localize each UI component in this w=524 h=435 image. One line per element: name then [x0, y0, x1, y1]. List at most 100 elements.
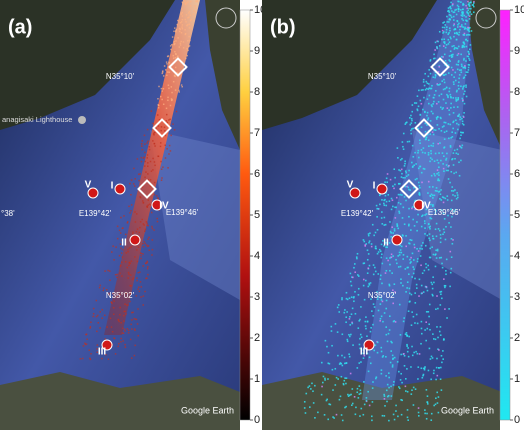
track-dot: [413, 259, 415, 261]
track-dot: [349, 297, 351, 299]
track-dot: [355, 313, 357, 315]
track-dot: [429, 186, 431, 188]
track-dot: [370, 327, 372, 329]
track-dot: [453, 152, 455, 154]
track-dot: [448, 39, 450, 41]
track-dot: [468, 64, 470, 66]
track-dot: [119, 307, 121, 309]
track-dot: [424, 85, 426, 87]
track-dot: [143, 202, 145, 204]
track-dot: [427, 290, 429, 292]
track-dot: [175, 30, 177, 32]
track-dot: [412, 145, 414, 147]
map-panel: anagisaki LighthouseN35°10'N35°02'E139°4…: [0, 0, 240, 430]
track-dot: [455, 80, 457, 82]
track-dot: [360, 334, 362, 336]
track-dot: [433, 143, 435, 145]
track-dot: [103, 290, 105, 292]
track-dot: [461, 47, 463, 49]
track-dot: [185, 21, 187, 23]
track-dot: [451, 171, 453, 173]
grid-label: E139°42': [79, 209, 112, 218]
track-dot: [456, 39, 458, 41]
track-dot: [366, 397, 368, 399]
track-dot: [119, 314, 121, 316]
track-dot: [190, 1, 192, 3]
track-dot: [403, 254, 405, 256]
track-dot: [392, 206, 394, 208]
track-dot: [454, 195, 456, 197]
colorbar-tick-label: 3: [514, 291, 520, 303]
track-dot: [119, 230, 121, 232]
track-dot: [463, 67, 465, 69]
track-dot: [381, 217, 383, 219]
track-dot: [358, 362, 360, 364]
track-dot: [122, 249, 124, 251]
track-dot: [389, 242, 391, 244]
track-dot: [182, 19, 184, 21]
track-dot: [404, 177, 406, 179]
track-dot: [172, 123, 174, 125]
track-dot: [353, 267, 355, 269]
track-dot: [341, 299, 343, 301]
track-dot: [160, 130, 162, 132]
track-dot: [386, 201, 388, 203]
track-dot: [367, 259, 369, 261]
track-dot: [353, 300, 355, 302]
track-dot: [391, 226, 393, 228]
track-dot: [184, 29, 186, 31]
track-dot: [449, 88, 451, 90]
panel-label: (b): [270, 16, 296, 38]
track-dot: [311, 383, 313, 385]
track-dot: [408, 310, 410, 312]
track-dot: [411, 128, 413, 130]
track-dot: [463, 15, 465, 17]
track-dot: [379, 320, 381, 322]
track-dot: [416, 284, 418, 286]
track-dot: [467, 71, 469, 73]
track-dot: [307, 387, 309, 389]
track-dot: [137, 261, 139, 263]
track-dot: [448, 7, 450, 9]
track-dot: [433, 372, 435, 374]
track-dot: [392, 232, 394, 234]
track-dot: [463, 85, 465, 87]
track-dot: [350, 273, 352, 275]
track-dot: [445, 47, 447, 49]
track-dot: [431, 284, 433, 286]
track-dot: [355, 413, 357, 415]
track-dot: [443, 39, 445, 41]
track-dot: [460, 160, 462, 162]
track-dot: [130, 194, 132, 196]
track-dot: [412, 253, 414, 255]
track-dot: [418, 415, 420, 417]
track-dot: [156, 195, 158, 197]
track-dot: [466, 46, 468, 48]
track-dot: [133, 277, 135, 279]
track-dot: [338, 311, 340, 313]
track-dot: [451, 238, 453, 240]
track-dot: [453, 81, 455, 83]
track-dot: [113, 307, 115, 309]
track-dot: [433, 101, 435, 103]
station-label: IV: [421, 201, 431, 212]
track-dot: [444, 24, 446, 26]
track-dot: [381, 257, 383, 259]
track-dot: [88, 349, 90, 351]
track-dot: [188, 12, 190, 14]
track-dot: [441, 263, 443, 265]
track-dot: [464, 103, 466, 105]
track-dot: [413, 387, 415, 389]
track-dot: [344, 407, 346, 409]
track-dot: [424, 409, 426, 411]
track-dot: [400, 373, 402, 375]
track-dot: [154, 143, 156, 145]
track-dot: [359, 344, 361, 346]
track-dot: [464, 28, 466, 30]
track-dot: [461, 64, 463, 66]
track-dot: [96, 331, 98, 333]
track-dot: [185, 19, 187, 21]
track-dot: [438, 178, 440, 180]
track-dot: [437, 169, 439, 171]
track-dot: [321, 362, 323, 364]
